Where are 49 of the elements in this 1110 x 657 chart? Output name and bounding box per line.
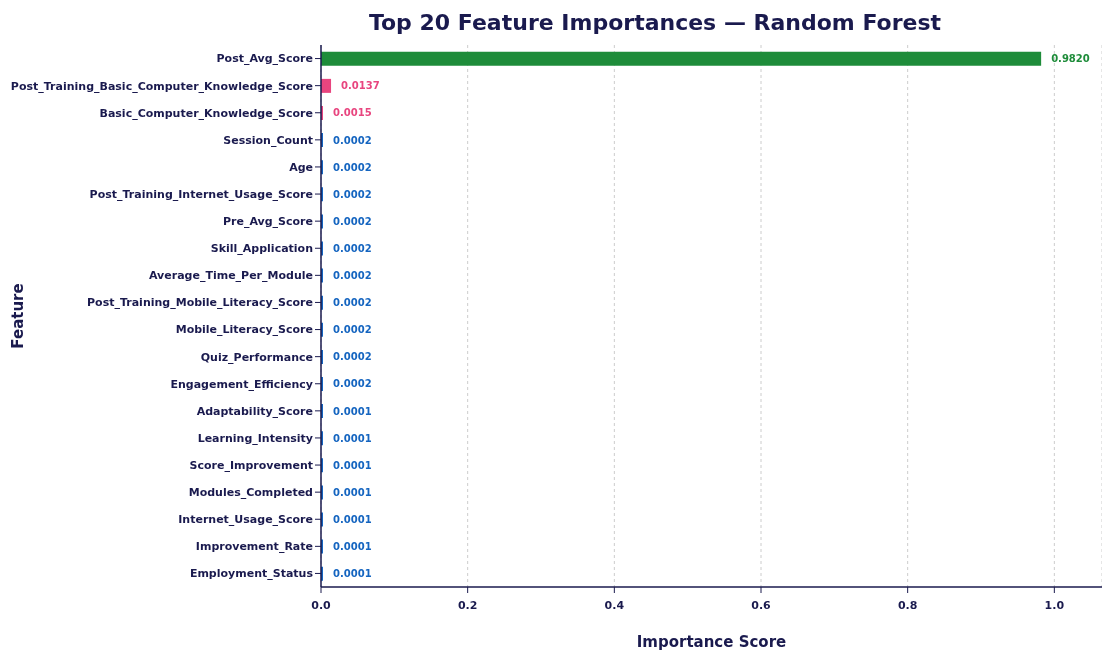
x-tick-label: 1.0 [1044,598,1065,612]
data-label: 0.0002 [333,134,372,146]
y-tick-label: Average_Time_Per_Module [148,269,313,283]
y-tick-label: Skill_Application [210,242,313,256]
y-tick-label: Adaptability_Score [196,404,313,418]
data-label: 0.0002 [333,378,372,390]
data-label: 0.0002 [333,188,372,200]
data-label: 0.0001 [333,486,372,498]
y-tick-label: Age [289,160,313,174]
data-label: 0.0001 [333,432,372,444]
data-label: 0.0002 [333,351,372,363]
data-label: 0.0002 [333,242,372,254]
data-label: 0.0001 [333,513,372,525]
y-tick-label: Post_Avg_Score [216,52,313,66]
y-tick-label: Session_Count [223,133,313,147]
chart-title: Top 20 Feature Importances — Random Forest [367,9,943,37]
x-tick-label: 0.2 [457,598,478,612]
data-label: 0.0002 [333,270,372,282]
data-label: 0.0002 [333,215,372,227]
data-label: 0.0001 [333,405,372,417]
x-tick-label: 0.0 [311,598,332,612]
x-tick-label: 0.8 [897,598,918,612]
data-label: 0.0001 [333,459,372,471]
y-tick-label: Post_Training_Internet_Usage_Score [89,187,313,201]
data-label: 0.0137 [341,80,380,92]
data-label: 0.9820 [1051,53,1090,65]
y-tick-label: Post_Training_Mobile_Literacy_Score [87,296,313,310]
x-tick-label: 0.6 [751,598,772,612]
y-axis-title: Feature [9,283,28,349]
y-tick-label: Learning_Intensity [197,431,313,445]
x-tick-label: 0.4 [604,598,625,612]
data-label: 0.0015 [333,107,372,119]
data-label: 0.0002 [333,324,372,336]
x-axis-title: Importance Score [636,633,787,651]
data-label: 0.0001 [333,568,372,580]
data-label: 0.0001 [333,541,372,553]
y-tick-label: Internet_Usage_Score [178,513,313,527]
y-tick-label: Mobile_Literacy_Score [175,323,313,337]
y-tick-label: Employment_Status [189,567,314,581]
y-tick-label: Modules_Completed [188,486,313,500]
y-tick-label: Engagement_Efficiency [170,377,313,391]
data-label: 0.0002 [333,161,372,173]
y-tick-label: Pre_Avg_Score [223,215,313,229]
y-tick-label: Basic_Computer_Knowledge_Score [99,106,313,120]
y-tick-label: Improvement_Rate [195,540,313,554]
data-label: 0.0002 [333,297,372,309]
y-tick-label: Quiz_Performance [200,350,313,364]
y-tick-label: Score_Improvement [189,458,313,472]
y-tick-label: Post_Training_Basic_Computer_Knowledge_Score [10,79,313,93]
